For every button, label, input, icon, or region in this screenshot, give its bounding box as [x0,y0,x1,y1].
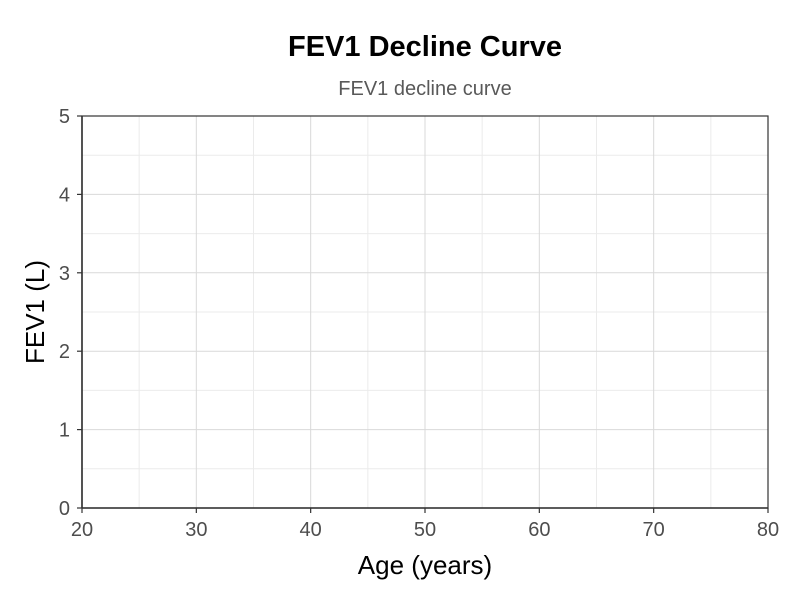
tick-labels: 20 30 40 50 60 70 80 0 1 2 3 4 5 [59,106,779,541]
y-axis-label: FEV1 (L) [20,260,50,364]
x-tick-label: 30 [185,519,207,541]
chart-subtitle: FEV1 decline curve [338,78,511,100]
y-tick-label: 2 [59,341,70,363]
y-tick-label: 1 [59,420,70,442]
x-tick-label: 70 [643,519,665,541]
x-axis-label: Age (years) [358,550,492,580]
y-tick-label: 0 [59,498,70,520]
x-tick-label: 20 [71,519,93,541]
x-tick-label: 40 [300,519,322,541]
x-tick-label: 60 [528,519,550,541]
x-tick-label: 80 [757,519,779,541]
y-tick-label: 4 [59,184,70,206]
x-tick-label: 50 [414,519,436,541]
chart-title: FEV1 Decline Curve [288,31,562,63]
y-tick-label: 5 [59,106,70,128]
axes [77,115,769,513]
grid [81,115,769,509]
y-tick-label: 3 [59,263,70,285]
